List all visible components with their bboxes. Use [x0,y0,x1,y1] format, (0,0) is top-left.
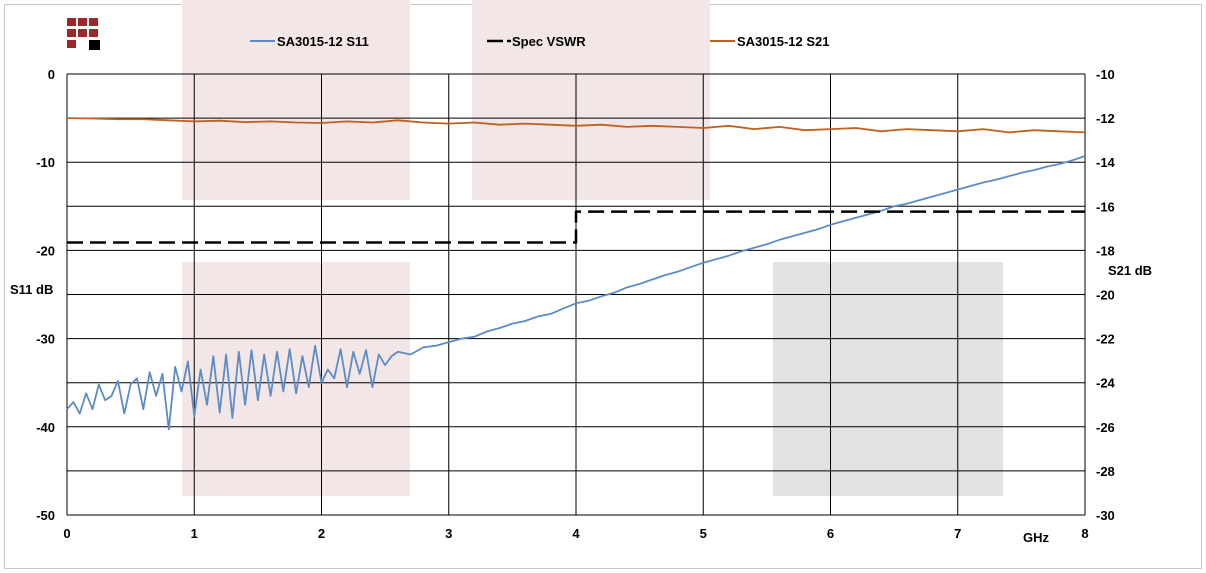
y-tick-label-left: -10 [36,155,55,170]
y-axis-label-right: S21 dB [1108,263,1152,278]
legend: SA3015-12 S11 Spec VSWR SA3015-12 S21 [250,34,830,49]
y-tick-label-right: -10 [1096,67,1115,82]
y-tick-label-left: 0 [48,67,55,82]
legend-label-s11: SA3015-12 S11 [277,34,369,49]
y-axis-label-left: S11 dB [10,282,53,297]
y-tick-label-right: -26 [1096,420,1115,435]
x-axis-label: GHz [1023,530,1050,545]
y-tick-label-left: -50 [36,508,55,523]
y-tick-label-right: -12 [1096,111,1115,126]
tick-labels: 0 1 2 3 4 5 6 7 8 0 -10 -20 -30 -40 -50 -10 -12 -14 -16 -18… [36,67,1115,541]
legend-label-s21: SA3015-12 S21 [737,34,830,49]
y-tick-label-right: -30 [1096,508,1115,523]
y-tick-label-left: -30 [36,332,55,347]
y-tick-label-left: -20 [36,243,55,258]
x-tick-label: 1 [191,526,198,541]
y-tick-label-right: -22 [1096,332,1115,347]
x-tick-label: 2 [318,526,325,541]
y-tick-label-right: -24 [1096,376,1116,391]
x-tick-label: 7 [954,526,961,541]
shade-region [182,262,410,496]
legend-label-spec: Spec VSWR [512,34,586,49]
shade-region [182,0,410,200]
y-tick-label-right: -14 [1096,155,1116,170]
y-tick-label-left: -40 [36,420,55,435]
x-tick-label: 3 [445,526,452,541]
shade-region [472,0,710,200]
series-line-0 [66,155,1086,431]
y-tick-label-right: -28 [1096,464,1115,479]
logo [67,18,100,50]
x-tick-label: 6 [827,526,834,541]
shade-region [773,262,1003,496]
series-layer [66,117,1086,431]
y-tick-label-right: -18 [1096,243,1115,258]
y-tick-label-right: -20 [1096,288,1115,303]
series-line-1 [67,210,1085,244]
x-tick-label: 4 [572,526,580,541]
x-tick-label: 5 [700,526,707,541]
x-tick-label: 8 [1081,526,1088,541]
y-tick-label-right: -16 [1096,199,1115,214]
series-line-2 [66,117,1086,134]
shaded-regions [182,0,1003,496]
x-tick-label: 0 [63,526,70,541]
